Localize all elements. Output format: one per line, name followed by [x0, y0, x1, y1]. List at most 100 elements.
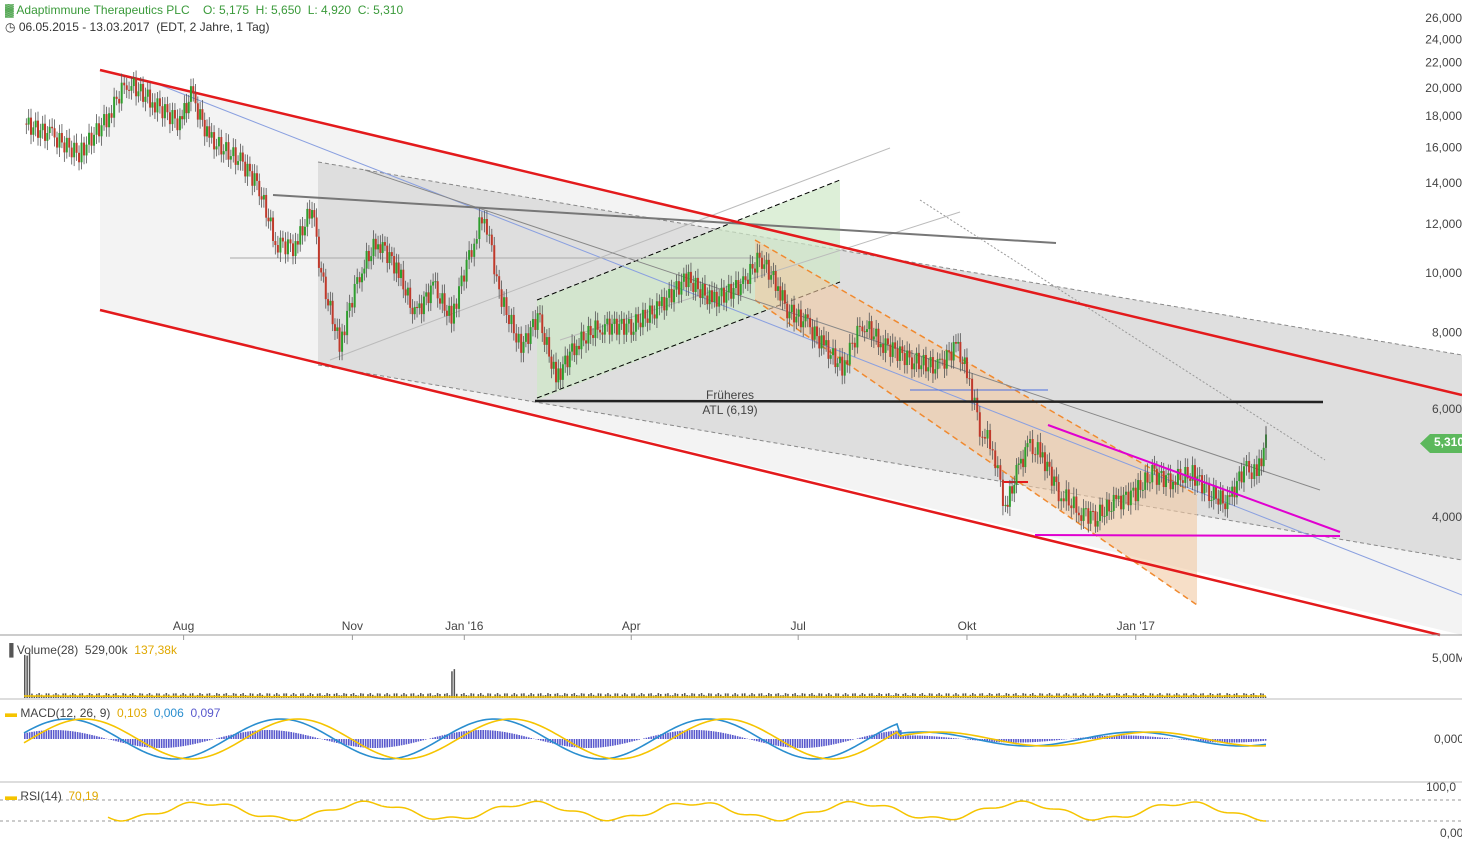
volume-bar: [837, 693, 840, 698]
date-range[interactable]: 06.05.2015 - 13.03.2017: [18, 20, 150, 34]
volume-bar: [110, 696, 112, 698]
macd-histogram-bar: [722, 732, 724, 739]
channel-lower-line: [99, 308, 1441, 637]
volume-bar: [232, 693, 235, 698]
macd-histogram-bar: [168, 739, 170, 748]
candle-body: [986, 430, 989, 439]
volume-bar: [249, 693, 252, 698]
volume-bar: [734, 693, 736, 698]
candle-body: [118, 98, 121, 104]
macd-histogram-bar: [633, 739, 636, 741]
volume-bar: [684, 693, 686, 698]
candle-body: [406, 287, 409, 296]
macd-histogram-bar: [830, 739, 832, 745]
macd-histogram-bar: [861, 737, 864, 739]
macd-histogram-bar: [825, 739, 828, 746]
macd-histogram-bar: [400, 739, 403, 746]
candle-body: [351, 302, 354, 308]
candle-body: [331, 300, 334, 325]
volume-bar: [744, 693, 746, 698]
candle-body: [1262, 447, 1265, 467]
pink-triangle-top: [1047, 424, 1341, 533]
macd-histogram-bar: [420, 739, 422, 741]
macd-histogram-bar: [91, 735, 93, 739]
instrument-title[interactable]: Adaptimmune Therapeutics PLC: [16, 3, 190, 17]
macd-histogram-bar: [192, 739, 194, 745]
macd-histogram-bar: [537, 739, 540, 740]
macd-histogram-bar: [609, 739, 612, 747]
volume-bar: [583, 693, 585, 698]
volume-bar: [1065, 693, 1068, 698]
volume-bar: [451, 671, 453, 698]
candle-body: [370, 256, 373, 262]
candle-body: [478, 217, 481, 240]
candle-body: [108, 113, 111, 128]
candle-body: [299, 226, 302, 245]
candle-body: [225, 142, 228, 152]
candle-body: [746, 279, 749, 284]
candle-body: [696, 277, 699, 290]
macd-histogram-bar: [1200, 739, 1202, 742]
candle-body: [363, 268, 366, 274]
chart-subheader: ◷ 06.05.2015 - 13.03.2017 (EDT, 2 Jahre,…: [5, 20, 269, 34]
macd-histogram-bar: [237, 733, 240, 739]
candle-body: [199, 109, 202, 120]
candle-body: [685, 273, 688, 288]
macd-histogram-bar: [1113, 735, 1116, 739]
volume-bar: [369, 693, 372, 698]
candle-body: [767, 259, 770, 280]
y-tick-label: 10,000: [1425, 266, 1462, 280]
candle-body: [1101, 504, 1104, 517]
macd-histogram-bar: [847, 739, 849, 741]
candle-body: [213, 132, 216, 150]
macd-histogram-bar: [1202, 739, 1204, 742]
x-tick-label: Aug: [173, 619, 194, 633]
macd-histogram-bar: [156, 739, 158, 748]
candle-body: [176, 118, 179, 131]
candle-body: [142, 83, 145, 102]
macd-histogram-bar: [1010, 739, 1012, 743]
macd-histogram-bar: [859, 737, 861, 739]
volume-bar: [333, 693, 336, 698]
candle-body: [1082, 508, 1085, 521]
chart-type-icon[interactable]: ▓: [5, 3, 14, 17]
volume-bar: [506, 693, 508, 698]
candle-body: [429, 285, 432, 304]
candle-body: [269, 217, 272, 222]
macd-histogram-bar: [993, 739, 996, 742]
macd-histogram-bar: [511, 733, 513, 739]
macd-histogram-bar: [801, 739, 804, 748]
macd-histogram-bar: [384, 739, 386, 748]
macd-histogram-bar: [163, 739, 165, 748]
candle-body: [1096, 520, 1099, 527]
macd-histogram-bar: [170, 739, 172, 748]
clock-icon[interactable]: ◷: [5, 20, 16, 34]
macd-histogram-bar: [160, 739, 163, 748]
macd-histogram-bar: [1207, 739, 1209, 742]
candle-body: [1208, 482, 1211, 501]
candle-body: [804, 314, 807, 322]
volume-bar: [979, 693, 981, 698]
candle-body: [1087, 508, 1090, 524]
candle-body: [90, 132, 93, 146]
volume-bar: [384, 694, 386, 698]
candle-body: [580, 331, 583, 350]
volume-bar: [792, 693, 794, 698]
macd-histogram-bar: [499, 731, 501, 739]
volume-bar: [326, 693, 328, 698]
macd-histogram-bar: [300, 733, 302, 739]
candle-body: [573, 343, 576, 356]
candle-body: [606, 318, 609, 325]
macd-histogram-bar: [768, 739, 770, 745]
candle-body: [123, 82, 126, 86]
candle-body: [237, 161, 240, 165]
volume-bar: [1214, 696, 1216, 698]
macd-histogram-bar: [638, 739, 640, 740]
volume-bar: [631, 693, 633, 698]
candle-body: [708, 290, 711, 305]
volume-bar: [1116, 693, 1118, 698]
candle-body: [1080, 515, 1083, 521]
candle-body: [559, 368, 562, 380]
candle-body: [720, 287, 723, 297]
